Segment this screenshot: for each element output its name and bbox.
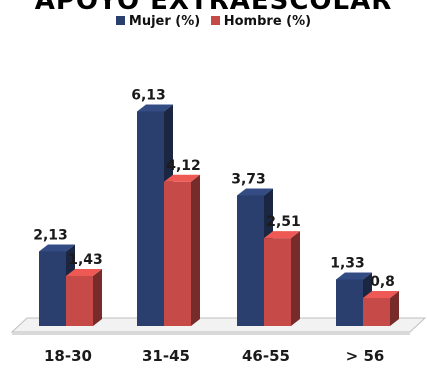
bar-mujer-2 [137, 111, 164, 326]
bar-hombre-4-side [390, 291, 399, 326]
bar-mujer-3-top [237, 188, 273, 196]
bar-hombre-4 [363, 298, 390, 326]
legend-item-hombre: Hombre (%) [210, 14, 312, 29]
bar-mujer-1 [39, 251, 66, 326]
bar-mujer-4 [336, 279, 363, 326]
chart-legend: Mujer (%) Hombre (%) [0, 14, 427, 29]
bar-mujer-3 [237, 195, 264, 326]
legend-item-mujer: Mujer (%) [115, 14, 201, 29]
bar-hombre-1 [66, 275, 93, 326]
x-tick-label-2: 31-45 [142, 347, 190, 365]
data-label-hombre-2: 4,12 [166, 158, 201, 174]
x-tick-label-4: > 56 [346, 347, 385, 365]
bar-hombre-2 [164, 181, 191, 326]
data-label-mujer-1: 2,13 [33, 227, 68, 243]
bar-hombre-1-side [93, 268, 102, 326]
legend-label-hombre: Hombre (%) [223, 14, 312, 29]
data-label-hombre-4: 0,8 [370, 274, 395, 290]
data-label-mujer-3: 3,73 [231, 171, 266, 187]
bar-mujer-2-top [137, 104, 173, 112]
bar-mujer-4-top [336, 272, 372, 280]
x-tick-label-3: 46-55 [242, 347, 290, 365]
chart-floor-edge [12, 332, 410, 335]
bar-hombre-2-top [164, 174, 200, 182]
bar-hombre-4-top [363, 291, 399, 298]
bar-hombre-3-top [264, 231, 300, 239]
data-label-mujer-4: 1,33 [330, 255, 365, 271]
chart-title: APOYO EXTRAESCOLAR [34, 0, 393, 16]
data-label-hombre-3: 2,51 [266, 214, 301, 230]
bar-mujer-1-top [39, 244, 75, 252]
legend-swatch-mujer [115, 16, 125, 25]
legend-label-mujer: Mujer (%) [128, 14, 201, 29]
bar-hombre-2-side [191, 174, 200, 326]
bar-hombre-3-side [291, 231, 300, 326]
x-tick-label-1: 18-30 [44, 347, 92, 365]
bar-hombre-3 [264, 238, 291, 326]
legend-swatch-hombre [210, 16, 220, 25]
data-label-hombre-1: 1,43 [68, 252, 103, 268]
bar-hombre-1-top [66, 268, 102, 276]
data-label-mujer-2: 6,13 [131, 87, 166, 103]
